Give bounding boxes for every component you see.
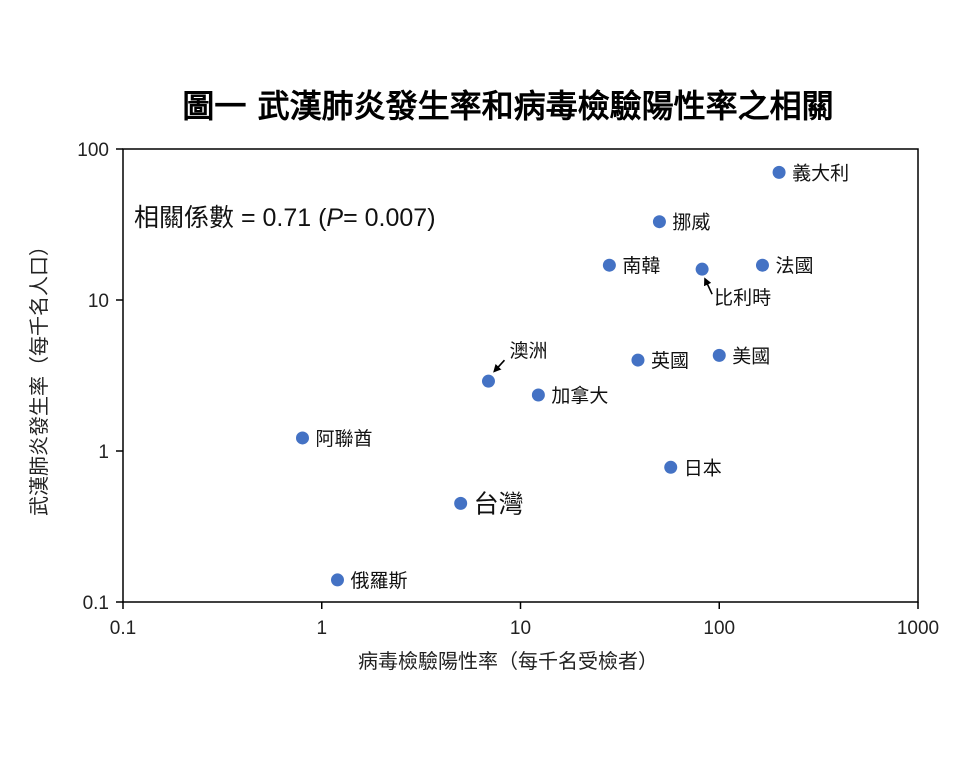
data-point xyxy=(755,258,769,272)
data-point xyxy=(531,388,545,402)
point-label: 比利時 xyxy=(714,287,771,309)
data-point xyxy=(481,374,495,388)
data-point xyxy=(712,348,726,362)
point-label: 俄羅斯 xyxy=(350,570,407,592)
point-label: 日本 xyxy=(684,457,722,479)
x-tick-label: 0.1 xyxy=(110,618,136,639)
data-point xyxy=(330,573,344,587)
point-label: 澳洲 xyxy=(509,340,547,362)
point-label: 挪威 xyxy=(672,212,710,234)
annotation-prefix: 相關係數 = 0.71 ( xyxy=(134,204,327,232)
data-point xyxy=(664,460,678,474)
y-tick-label: 100 xyxy=(77,140,109,161)
point-label: 法國 xyxy=(775,255,813,277)
point-label: 阿聯酋 xyxy=(315,428,372,450)
point-label: 英國 xyxy=(651,350,689,372)
annotation-arrow xyxy=(493,359,506,373)
data-point xyxy=(295,431,309,445)
correlation-annotation: 相關係數 = 0.71 (P= 0.007) xyxy=(134,204,436,232)
data-point xyxy=(602,258,616,272)
x-tick-label: 100 xyxy=(703,618,735,639)
x-tick-label: 1 xyxy=(316,618,327,639)
data-point xyxy=(631,353,645,367)
point-label: 義大利 xyxy=(792,162,849,184)
data-point xyxy=(454,496,468,510)
point-label: 加拿大 xyxy=(551,384,608,407)
annotation-suffix: = 0.007) xyxy=(343,204,435,232)
point-label: 台灣 xyxy=(474,489,524,518)
x-axis-label: 病毒檢驗陽性率（每千名受檢者） xyxy=(358,649,658,673)
point-label: 南韓 xyxy=(622,255,660,277)
y-tick-label: 1 xyxy=(98,442,109,463)
annotation-p-symbol: P xyxy=(326,204,343,232)
data-point xyxy=(652,215,666,229)
x-tick-label: 10 xyxy=(510,618,531,639)
y-axis-label: 武漢肺炎發生率（每千名人口） xyxy=(27,236,51,516)
data-point xyxy=(772,165,786,179)
annotation-arrow xyxy=(704,277,713,295)
y-tick-label: 10 xyxy=(88,291,109,312)
chart-title: 圖一 武漢肺炎發生率和病毒檢驗陽性率之相關 xyxy=(182,87,833,125)
point-label: 美國 xyxy=(732,345,770,367)
axis-ticks: 0.1 1 10 100 1000 0.1 1 10 100 xyxy=(77,140,939,639)
x-tick-label: 1000 xyxy=(897,618,939,639)
y-tick-label: 0.1 xyxy=(83,593,109,614)
data-point xyxy=(695,262,709,276)
